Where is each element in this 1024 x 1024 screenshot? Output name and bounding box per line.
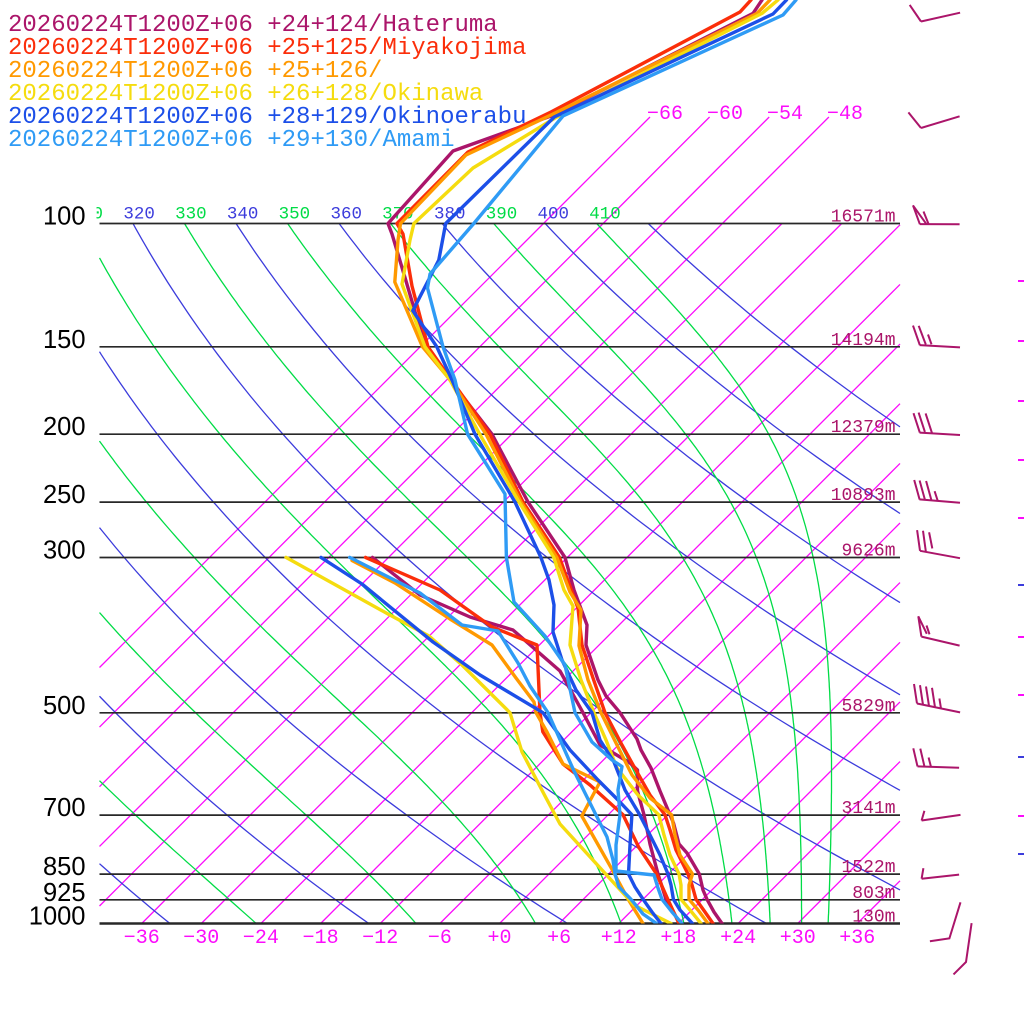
svg-text:1000: 1000	[29, 903, 86, 931]
svg-text:400: 400	[538, 205, 570, 225]
svg-text:+18: +18	[660, 927, 696, 950]
svg-text:−12: −12	[362, 927, 398, 950]
svg-text:200: 200	[43, 413, 86, 441]
svg-text:410: 410	[589, 205, 621, 225]
svg-text:20260224T1200Z+06 +24+124/Hate: 20260224T1200Z+06 +24+124/Hateruma	[8, 12, 498, 39]
svg-text:20260224T1200Z+06 +28+129/Okin: 20260224T1200Z+06 +28+129/Okinoerabu	[8, 104, 526, 131]
svg-text:−48: −48	[827, 103, 863, 126]
svg-text:−24: −24	[243, 927, 279, 950]
svg-text:1522m: 1522m	[841, 858, 895, 878]
svg-text:360: 360	[330, 205, 362, 225]
svg-text:+12: +12	[601, 927, 637, 950]
svg-text:9626m: 9626m	[841, 542, 895, 562]
svg-text:925: 925	[43, 879, 86, 907]
svg-text:+0: +0	[487, 927, 511, 950]
svg-text:700: 700	[43, 794, 86, 822]
svg-text:−36: −36	[124, 927, 160, 950]
svg-text:130m: 130m	[852, 908, 895, 928]
svg-text:150: 150	[43, 326, 86, 354]
svg-text:320: 320	[123, 205, 155, 225]
svg-text:14194m: 14194m	[831, 331, 896, 351]
svg-text:5829m: 5829m	[841, 697, 895, 717]
svg-text:+36: +36	[839, 927, 875, 950]
svg-text:+6: +6	[547, 927, 571, 950]
svg-text:10893m: 10893m	[831, 486, 896, 506]
svg-text:+30: +30	[780, 927, 816, 950]
svg-text:16571m: 16571m	[831, 208, 896, 228]
svg-text:803m: 803m	[852, 884, 895, 904]
svg-text:250: 250	[43, 481, 86, 509]
svg-text:12379m: 12379m	[831, 418, 896, 438]
svg-text:100: 100	[43, 203, 86, 231]
svg-text:+24: +24	[720, 927, 756, 950]
svg-text:−66: −66	[647, 103, 683, 126]
svg-text:330: 330	[175, 205, 207, 225]
svg-text:20260224T1200Z+06 +26+128/Okin: 20260224T1200Z+06 +26+128/Okinawa	[8, 81, 483, 108]
svg-text:20260224T1200Z+06 +25+125/Miya: 20260224T1200Z+06 +25+125/Miyakojima	[8, 35, 526, 62]
svg-text:340: 340	[227, 205, 259, 225]
svg-text:−18: −18	[303, 927, 339, 950]
svg-text:3141m: 3141m	[841, 799, 895, 819]
svg-text:−54: −54	[767, 103, 803, 126]
svg-text:350: 350	[279, 205, 311, 225]
svg-text:20260224T1200Z+06 +25+126/: 20260224T1200Z+06 +25+126/	[8, 58, 382, 85]
svg-text:−60: −60	[707, 103, 743, 126]
svg-text:20260224T1200Z+06 +29+130/Amam: 20260224T1200Z+06 +29+130/Amami	[8, 127, 454, 154]
svg-text:850: 850	[43, 853, 86, 881]
svg-text:310: 310	[72, 205, 104, 225]
svg-text:−6: −6	[428, 927, 452, 950]
svg-text:500: 500	[43, 692, 86, 720]
svg-text:390: 390	[486, 205, 518, 225]
svg-text:−30: −30	[183, 927, 219, 950]
svg-text:300: 300	[43, 537, 86, 565]
